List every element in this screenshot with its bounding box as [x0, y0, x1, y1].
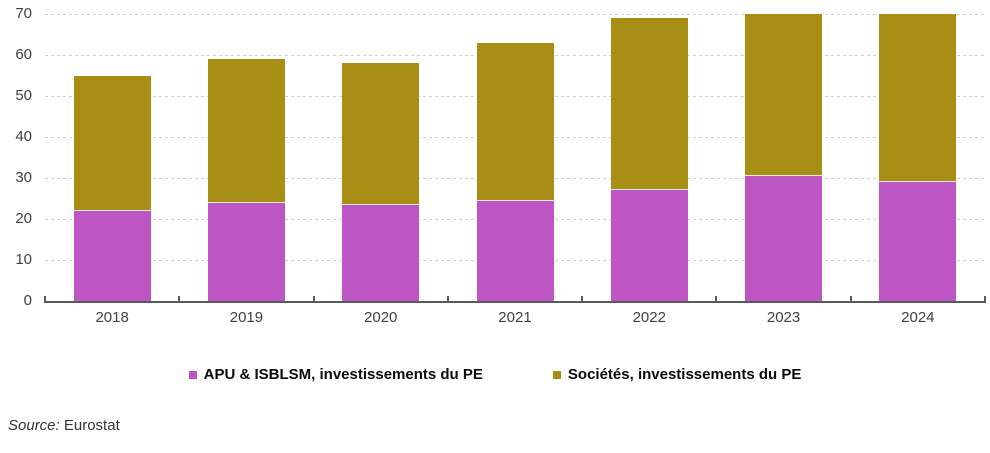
- bar-2021-societes: [476, 42, 554, 201]
- y-axis-label-70: 70: [15, 5, 32, 22]
- y-axis-label-20: 20: [15, 210, 32, 227]
- x-axis-label-2018: 2018: [95, 309, 129, 326]
- x-axis-tick-4: [581, 296, 584, 301]
- bar-2021-apu: [476, 200, 554, 301]
- source-label: Source:: [8, 417, 60, 434]
- legend-swatch-societes-icon: [552, 370, 561, 379]
- bar-2024-societes: [879, 14, 957, 183]
- legend-item-apu: APU & ISBLSM, investissements du PE: [188, 366, 483, 383]
- x-axis-tick-3: [446, 296, 449, 301]
- y-axis-label-0: 0: [23, 292, 32, 309]
- bar-2023-societes: [745, 14, 823, 176]
- x-axis-tick-0: [44, 296, 46, 301]
- x-axis-tick-5: [715, 296, 718, 301]
- legend-item-societes: Sociétés, investissements du PE: [552, 366, 802, 383]
- y-axis-label-50: 50: [15, 87, 32, 104]
- bar-2020-apu: [342, 204, 420, 301]
- legend-label-apu: APU & ISBLSM, investissements du PE: [203, 366, 483, 383]
- y-axis-label-40: 40: [15, 128, 32, 145]
- bar-2020-societes: [342, 63, 420, 205]
- x-axis-label-2020: 2020: [364, 309, 398, 326]
- bar-2019-societes: [207, 59, 285, 203]
- x-axis-tick-6: [849, 296, 852, 301]
- bar-2022-apu: [610, 190, 688, 301]
- y-axis-label-10: 10: [15, 251, 32, 268]
- legend: APU & ISBLSM, investissements du PE Soci…: [0, 366, 990, 383]
- bar-2024-apu: [879, 182, 957, 301]
- source-value: Eurostat: [63, 417, 120, 434]
- gridline-y70: [45, 14, 985, 15]
- x-axis-line: [44, 301, 986, 303]
- bar-2018-apu: [73, 210, 151, 301]
- legend-label-societes: Sociétés, investissements du PE: [567, 366, 802, 383]
- bar-2018-societes: [73, 75, 151, 211]
- bar-2019-apu: [207, 202, 285, 301]
- legend-swatch-apu-icon: [188, 370, 197, 379]
- y-axis-label-60: 60: [15, 46, 32, 63]
- x-axis-label-2023: 2023: [766, 309, 801, 326]
- x-axis-label-2024: 2024: [901, 309, 935, 326]
- bar-2023-apu: [745, 175, 823, 301]
- x-axis-tick-2: [312, 296, 315, 301]
- x-axis-label-2021: 2021: [498, 309, 532, 326]
- x-axis-tick-1: [178, 296, 181, 301]
- x-axis-tick-7: [984, 296, 986, 301]
- x-axis-label-2022: 2022: [632, 309, 666, 326]
- bar-2022-societes: [610, 18, 688, 191]
- source-note: Source: Eurostat: [8, 417, 120, 434]
- x-axis-label-2019: 2019: [229, 309, 264, 326]
- y-axis-label-30: 30: [15, 169, 32, 186]
